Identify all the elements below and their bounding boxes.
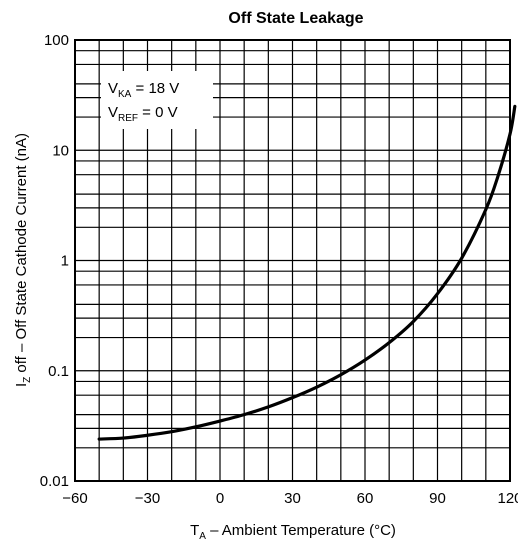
series-line [97,104,517,441]
x-tick-label: 120 [497,490,518,507]
condition-vref: VREF = 0 V [108,104,178,124]
x-tick-label: −60 [62,490,87,507]
x-axis-label: TA – Ambient Temperature (°C) [190,522,396,542]
chart-title: Off State Leakage [228,10,363,27]
plot-frame [74,39,511,482]
y-tick-label: 100 [44,32,69,49]
x-tick-label: 60 [357,490,374,507]
condition-vka: VKA = 18 V [108,80,179,100]
y-tick-label: 1 [61,253,69,270]
x-tick-label: 0 [216,490,224,507]
conditions-box: VKA = 18 V VREF = 0 V [101,71,213,129]
x-tick-label: 90 [429,490,446,507]
x-tick-label: 30 [284,490,301,507]
y-tick-label: 10 [52,142,69,159]
conditions-background [101,71,213,129]
y-tick-label: 0.1 [48,363,69,380]
y-axis-label: IZ off – Off State Cathode Current (nA) [13,133,33,387]
tick-labels: −60 −30 0 30 60 90 120 0.01 0.1 1 10 100 [40,32,518,507]
x-tick-label: −30 [135,490,160,507]
y-tick-label: 0.01 [40,473,69,490]
grid [75,40,510,481]
